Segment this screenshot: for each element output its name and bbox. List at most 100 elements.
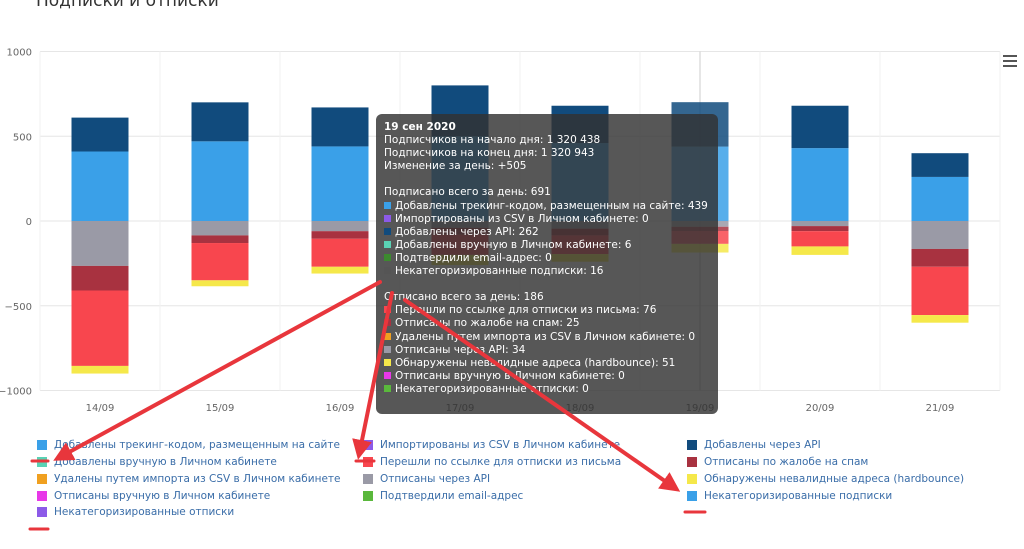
- bar-segment[interactable]: [791, 148, 849, 221]
- tooltip-row-label: Обнаружены невалидные адреса (hardbounce…: [395, 356, 676, 369]
- x-tick-label: 21/09: [926, 403, 955, 414]
- y-tick-label: 0: [26, 217, 32, 228]
- bar-segment[interactable]: [191, 102, 249, 142]
- bar-segment[interactable]: [311, 107, 369, 147]
- y-tick-label: −500: [5, 302, 32, 313]
- x-tick-label: 20/09: [806, 403, 835, 414]
- series-swatch: [384, 384, 391, 392]
- series-swatch: [384, 319, 391, 327]
- tooltip-row-label: Добавлены вручную в Личном кабинете: 6: [395, 238, 632, 251]
- legend-item[interactable]: Добавлены трекинг-кодом, размещенным на …: [37, 439, 340, 451]
- bar-segment[interactable]: [791, 226, 849, 232]
- chart-menu-button[interactable]: [1003, 55, 1017, 69]
- legend-label: Импортированы из CSV в Личном кабинете: [380, 439, 621, 451]
- series-swatch: [384, 306, 391, 314]
- bar-segment[interactable]: [71, 365, 129, 374]
- bar-segment[interactable]: [71, 290, 129, 366]
- legend-swatch: [37, 507, 47, 517]
- legend-item[interactable]: Импортированы из CSV в Личном кабинете: [363, 439, 620, 451]
- bar-segment[interactable]: [911, 153, 969, 177]
- bar-segment[interactable]: [311, 231, 369, 239]
- bar-segment[interactable]: [71, 117, 129, 152]
- legend-label: Некатегоризированные отписки: [54, 506, 235, 518]
- legend-item[interactable]: Удалены путем импорта из CSV в Личном ка…: [37, 473, 341, 485]
- bar-segment[interactable]: [311, 266, 369, 274]
- chart-tooltip: 19 сен 2020 Подписчиков на начало дня: 1…: [376, 114, 718, 414]
- legend-item[interactable]: Некатегоризированные отписки: [37, 506, 234, 518]
- bar-segment[interactable]: [911, 315, 969, 323]
- bar-segment[interactable]: [311, 221, 369, 232]
- menu-icon: [1003, 55, 1017, 57]
- legend-item[interactable]: Отписаны через API: [363, 473, 490, 485]
- bar-segment[interactable]: [311, 238, 369, 267]
- legend-item[interactable]: Обнаружены невалидные адреса (hardbounce…: [687, 473, 964, 485]
- tooltip-row-label: Отписаны вручную в Личном кабинете: 0: [395, 369, 625, 382]
- bar-segment[interactable]: [191, 280, 249, 287]
- legend-swatch: [687, 440, 697, 450]
- tooltip-row: Перешли по ссылке для отписки из письма:…: [384, 304, 718, 317]
- tooltip-row-label: Отписаны по жалобе на спам: 25: [395, 317, 580, 330]
- legend-label: Добавлены вручную в Личном кабинете: [54, 456, 277, 468]
- tooltip-row: Подтвердили email-адрес: 0: [384, 252, 718, 265]
- legend-label: Подтвердили email-адрес: [380, 490, 524, 502]
- chart-title: Подписки и отписки: [36, 0, 219, 11]
- tooltip-row: Некатегоризированные отписки: 0: [384, 383, 718, 396]
- x-tick-label: 15/09: [206, 403, 235, 414]
- series-swatch: [384, 214, 391, 222]
- series-swatch: [384, 253, 391, 261]
- series-swatch: [384, 371, 391, 379]
- legend-item[interactable]: Перешли по ссылке для отписки из письма: [363, 456, 621, 468]
- bar-segment[interactable]: [911, 176, 969, 221]
- bar-segment[interactable]: [791, 231, 849, 247]
- legend-label: Добавлены через API: [704, 439, 821, 451]
- tooltip-row-label: Удалены путем импорта из CSV в Личном ка…: [395, 330, 696, 343]
- legend-item[interactable]: Подтвердили email-адрес: [363, 490, 523, 502]
- tooltip-row: Импортированы из CSV в Личном кабинете: …: [384, 213, 718, 226]
- tooltip-row-label: Добавлены трекинг-кодом, размещенным на …: [395, 199, 708, 212]
- tooltip-row: Добавлены через API: 262: [384, 226, 718, 239]
- legend-swatch: [687, 474, 697, 484]
- bar-segment[interactable]: [191, 243, 249, 281]
- tooltip-row-label: Импортированы из CSV в Личном кабинете: …: [395, 212, 649, 225]
- bar-segment[interactable]: [791, 221, 849, 227]
- legend-label: Добавлены трекинг-кодом, размещенным на …: [54, 439, 340, 451]
- bar-segment[interactable]: [191, 235, 249, 244]
- legend-item[interactable]: Добавлены вручную в Личном кабинете: [37, 456, 277, 468]
- tooltip-row-label: Перешли по ссылке для отписки из письма:…: [395, 304, 657, 317]
- tooltip-row: Отписаны через API: 34: [384, 344, 718, 357]
- legend-swatch: [363, 474, 373, 484]
- y-tick-label: 1000: [7, 48, 32, 59]
- y-tick-label: 500: [13, 132, 32, 143]
- tooltip-row-label: Отписаны через API: 34: [395, 343, 526, 356]
- series-swatch: [384, 240, 391, 248]
- bar-segment[interactable]: [71, 151, 129, 221]
- legend-item[interactable]: Отписаны вручную в Личном кабинете: [37, 490, 270, 502]
- legend-swatch: [37, 491, 47, 501]
- legend-swatch: [363, 457, 373, 467]
- series-swatch: [384, 267, 391, 275]
- bar-segment[interactable]: [71, 265, 129, 291]
- bar-segment[interactable]: [791, 105, 849, 149]
- bar-segment[interactable]: [311, 146, 369, 221]
- bar-segment[interactable]: [911, 221, 969, 249]
- series-swatch: [384, 201, 391, 209]
- bar-segment[interactable]: [71, 221, 129, 266]
- bar-segment[interactable]: [191, 141, 249, 221]
- bar-segment[interactable]: [791, 246, 849, 255]
- legend-item[interactable]: Отписаны по жалобе на спам: [687, 456, 868, 468]
- legend-item[interactable]: Некатегоризированные подписки: [687, 490, 892, 502]
- tooltip-row: Некатегоризированные подписки: 16: [384, 265, 718, 278]
- legend-label: Отписаны через API: [380, 473, 491, 485]
- legend-swatch: [363, 491, 373, 501]
- legend-swatch: [37, 440, 47, 450]
- tooltip-end-subs: Подписчиков на конец дня: 1 320 943: [384, 147, 595, 160]
- series-swatch: [384, 332, 391, 340]
- tooltip-row: Добавлены трекинг-кодом, размещенным на …: [384, 200, 718, 213]
- bar-segment[interactable]: [191, 221, 249, 236]
- bar-segment[interactable]: [911, 266, 969, 316]
- bar-segment[interactable]: [911, 248, 969, 267]
- legend-item[interactable]: Добавлены через API: [687, 439, 821, 451]
- tooltip-row: Добавлены вручную в Личном кабинете: 6: [384, 239, 718, 252]
- legend-swatch: [363, 440, 373, 450]
- tooltip-row: Отписаны вручную в Личном кабинете: 0: [384, 370, 718, 383]
